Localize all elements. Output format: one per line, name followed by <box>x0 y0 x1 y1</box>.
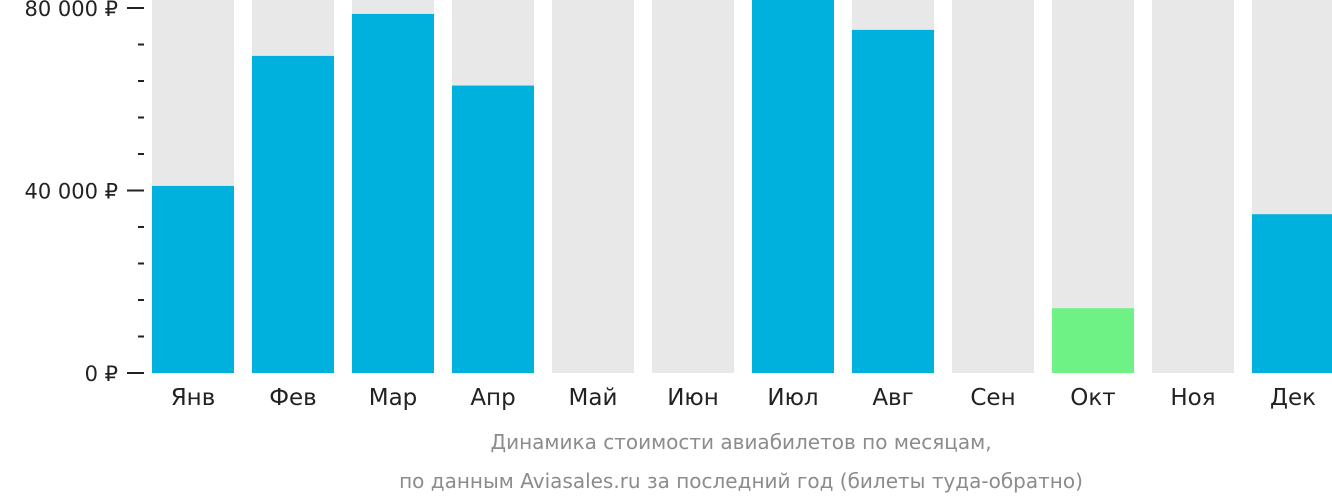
x-axis: Янв Фев Мар Апр Май Июн Июл Авг Сен Окт Ноя Дек <box>171 385 1316 411</box>
background-column <box>1152 0 1234 373</box>
x-tick-label: Окт <box>1070 385 1115 411</box>
caption-line-2: по данным Aviasales.ru за последний год … <box>399 469 1083 493</box>
x-tick-label: Апр <box>470 385 515 411</box>
bar-4[interactable] <box>452 85 534 373</box>
y-tick-label: 0 ₽ <box>85 362 118 386</box>
bar-7[interactable] <box>752 0 834 373</box>
bar-8[interactable] <box>852 29 934 374</box>
bar-3[interactable] <box>352 13 434 374</box>
background-column <box>552 0 634 373</box>
x-tick-label: Ноя <box>1170 385 1215 411</box>
x-tick-label: Авг <box>872 385 913 411</box>
x-tick-label: Фев <box>269 385 317 411</box>
x-tick-label: Дек <box>1270 385 1316 411</box>
caption-line-1: Динамика стоимости авиабилетов по месяца… <box>490 430 991 454</box>
x-tick-label: Янв <box>171 385 216 411</box>
bars <box>152 0 1332 374</box>
x-tick-label: Июн <box>667 385 719 411</box>
background-column <box>652 0 734 373</box>
bar-2[interactable] <box>252 55 334 373</box>
bar-10[interactable] <box>1052 308 1134 373</box>
x-tick-label: Май <box>569 385 618 411</box>
y-tick-label: 40 000 ₽ <box>24 180 118 204</box>
background-column <box>952 0 1034 373</box>
x-tick-label: Мар <box>369 385 418 411</box>
x-tick-label: Сен <box>970 385 1015 411</box>
y-tick-label: 80 000 ₽ <box>24 0 118 21</box>
bar-1[interactable] <box>152 185 234 373</box>
x-tick-label: Июл <box>767 385 818 411</box>
y-axis: 0 ₽ 40 000 ₽ 80 000 ₽ <box>24 0 144 386</box>
bar-12[interactable] <box>1252 214 1332 373</box>
